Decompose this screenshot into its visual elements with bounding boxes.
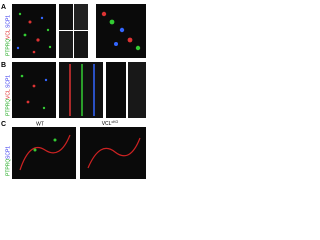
speckle: [16, 12, 52, 54]
image: [80, 127, 146, 179]
image: [59, 62, 103, 118]
figure: A PTPRQ VCL SCP1 B PTPRQ VCL SCP1 C WT V…: [1, 4, 146, 179]
panel-label: A: [1, 4, 6, 11]
condition-label: WT: [36, 121, 44, 127]
channel-label: SCP1: [5, 15, 11, 28]
panel-label: C: [1, 121, 6, 128]
image: [106, 62, 126, 118]
channel-label: SCP1: [5, 146, 11, 159]
channel-label: VCL: [5, 89, 11, 99]
image: [74, 4, 88, 30]
image: [12, 62, 56, 118]
superscript: cKO: [111, 120, 118, 124]
image: [59, 4, 73, 30]
channel-label: SCP1: [5, 75, 11, 88]
channel-label: PTPRQ: [5, 159, 11, 176]
image: [128, 62, 146, 118]
image: [59, 31, 73, 58]
condition-label: VCLcKO: [102, 120, 119, 127]
image: [12, 127, 76, 179]
image: [12, 4, 56, 58]
image: [74, 31, 88, 58]
channel-label: PTPRQ: [5, 99, 11, 116]
channel-label: PTPRQ: [5, 39, 11, 56]
channel-label: VCL: [5, 29, 11, 39]
condition-label: VCL: [102, 121, 112, 127]
speckle: [101, 11, 141, 51]
panel-label: B: [1, 62, 6, 69]
speckle: [20, 74, 48, 110]
